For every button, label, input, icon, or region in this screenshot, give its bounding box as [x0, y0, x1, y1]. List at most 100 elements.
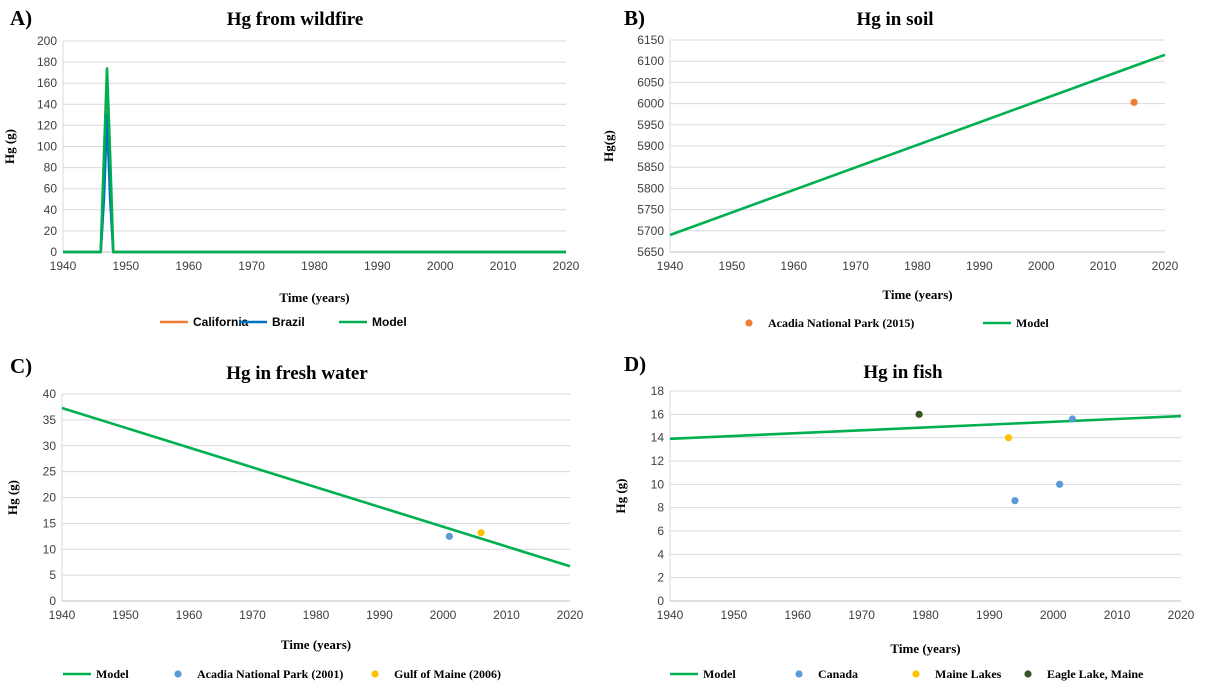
y-tick-label: 5850 [637, 160, 664, 174]
x-tick-label: 2010 [490, 259, 517, 273]
x-tick-label: 2020 [1152, 259, 1179, 273]
legend-swatch [174, 670, 182, 678]
panel-label: C) [10, 354, 32, 378]
data-point [445, 532, 453, 540]
chart-panel-3: 0 5 10 15 20 25 30 35 40 1940 1950 1960 1970 1980 1990… [5, 354, 584, 681]
legend-label: California [193, 315, 249, 329]
y-tick-label: 160 [37, 76, 57, 90]
y-tick-label: 0 [50, 245, 57, 259]
y-tick-label: 25 [43, 465, 57, 479]
x-tick-label: 1970 [238, 259, 265, 273]
x-tick-label: 1990 [966, 259, 993, 273]
y-tick-label: 20 [44, 224, 58, 238]
y-tick-label: 40 [44, 203, 58, 217]
x-tick-label: 1960 [176, 608, 203, 622]
panel-label: D) [624, 352, 646, 376]
y-tick-label: 140 [37, 97, 57, 111]
x-tick-label: 2000 [427, 259, 454, 273]
x-tick-label: 1950 [112, 608, 139, 622]
y-axis-label: Hg(g) [601, 130, 616, 162]
x-tick-label: 1950 [721, 608, 748, 622]
y-tick-label: 5700 [637, 224, 664, 238]
x-tick-label: 1970 [848, 608, 875, 622]
legend-swatch [745, 319, 753, 327]
chart-title: Hg in fresh water [226, 363, 368, 384]
x-tick-label: 2020 [553, 259, 580, 273]
y-tick-label: 80 [44, 161, 58, 175]
y-tick-label: 5950 [637, 118, 664, 132]
y-tick-label: 5650 [637, 245, 664, 259]
legend-label: Acadia National Park (2001) [197, 667, 343, 681]
x-tick-label: 1980 [912, 608, 939, 622]
data-point [915, 410, 923, 418]
x-tick-label: 1940 [49, 608, 76, 622]
legend-label: Gulf of Maine (2006) [394, 667, 501, 681]
y-tick-label: 5 [49, 568, 56, 582]
x-tick-label: 2020 [1168, 608, 1195, 622]
chart-title: Hg in fish [863, 362, 943, 383]
y-tick-label: 5750 [637, 203, 664, 217]
y-tick-label: 6 [657, 524, 664, 538]
series-line-model [63, 67, 566, 254]
x-tick-label: 1940 [657, 259, 684, 273]
x-tick-label: 1940 [50, 259, 77, 273]
y-tick-label: 200 [37, 34, 57, 48]
y-tick-label: 14 [651, 431, 665, 445]
x-axis-label: Time (years) [882, 287, 952, 302]
legend-swatch [795, 670, 803, 678]
y-tick-label: 60 [44, 182, 58, 196]
y-tick-label: 4 [657, 547, 664, 561]
legend-label: Model [1016, 316, 1049, 330]
x-tick-label: 1960 [780, 259, 807, 273]
x-tick-label: 1970 [842, 259, 869, 273]
series-line-model [669, 53, 1166, 237]
legend-swatch [912, 670, 920, 678]
legend-swatch [1024, 670, 1032, 678]
chart-title: Hg from wildfire [227, 9, 364, 30]
chart-panel-2: 5650 5700 5750 5800 5850 5900 5950 6000 6050 6100… [601, 6, 1179, 330]
x-axis-label: Time (years) [890, 641, 960, 656]
y-tick-label: 6050 [637, 75, 664, 89]
y-tick-label: 5800 [637, 181, 664, 195]
data-point [1056, 480, 1064, 488]
y-axis-label: Hg (g) [2, 129, 17, 164]
x-tick-label: 1990 [976, 608, 1003, 622]
x-tick-label: 1980 [904, 259, 931, 273]
y-tick-label: 100 [37, 140, 57, 154]
x-tick-label: 1980 [303, 608, 330, 622]
data-point [1068, 415, 1077, 423]
y-tick-label: 10 [43, 542, 57, 556]
y-axis-label: Hg (g) [5, 480, 20, 515]
x-axis-label: Time (years) [279, 290, 349, 305]
y-tick-label: 0 [657, 594, 664, 608]
data-point [1011, 497, 1019, 505]
y-tick-label: 6000 [637, 97, 664, 111]
y-tick-label: 0 [49, 594, 56, 608]
y-tick-label: 30 [43, 439, 57, 453]
chart-panel-1: 0 20 40 60 80 100 120 140 160 180 200 1940 1950 1960 1… [2, 6, 580, 329]
y-tick-label: 120 [37, 118, 57, 132]
y-tick-label: 20 [43, 491, 57, 505]
x-tick-label: 1940 [657, 608, 684, 622]
y-tick-label: 5900 [637, 139, 664, 153]
y-tick-label: 8 [657, 501, 664, 515]
y-tick-label: 16 [651, 407, 665, 421]
chart-title: Hg in soil [856, 9, 933, 30]
x-tick-label: 1960 [784, 608, 811, 622]
y-tick-label: 6100 [637, 54, 664, 68]
series-line-model [669, 414, 1182, 441]
panel-label: B) [624, 6, 645, 30]
legend-label: Maine Lakes [935, 667, 1002, 681]
legend-label: Canada [818, 667, 858, 681]
y-tick-label: 2 [657, 571, 664, 585]
x-tick-label: 2000 [1028, 259, 1055, 273]
legend-label: Model [372, 315, 407, 329]
y-tick-label: 12 [651, 454, 665, 468]
legend-label: Brazil [272, 315, 305, 329]
x-axis-label: Time (years) [281, 637, 351, 652]
y-tick-label: 15 [43, 516, 57, 530]
x-tick-label: 1950 [719, 259, 746, 273]
chart-panel-4: 0 2 4 6 8 10 12 14 16 18 1940 1950 1960 1970 1980 1990 2… [613, 352, 1195, 681]
y-tick-label: 40 [43, 387, 57, 401]
